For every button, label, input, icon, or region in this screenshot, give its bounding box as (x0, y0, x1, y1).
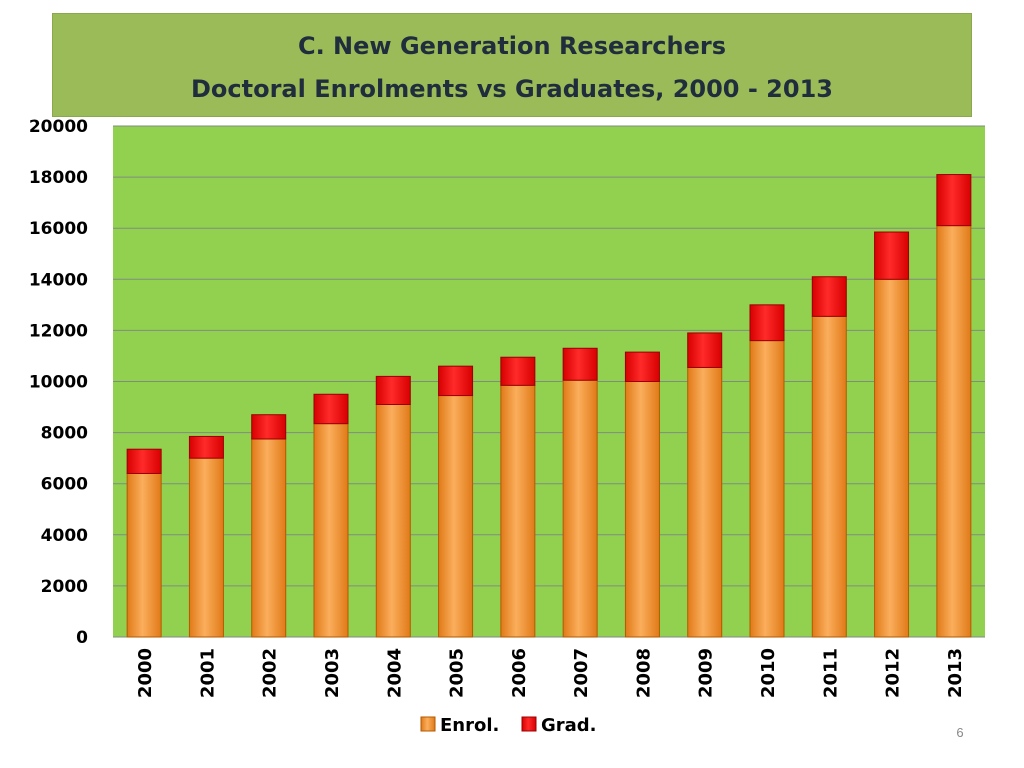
bar-grad (500, 356, 536, 386)
x-tick-label: 2005 (447, 648, 468, 698)
bar-grad (874, 231, 910, 280)
y-tick-label: 14000 (29, 270, 88, 290)
bar-grad (687, 332, 723, 368)
bar-enrol (874, 278, 910, 638)
bar-grad (438, 365, 474, 397)
y-tick-label: 8000 (41, 424, 88, 444)
x-tick-label: 2008 (633, 648, 654, 698)
x-tick-label: 2003 (322, 648, 343, 698)
chart-title-line-1: C. New Generation Researchers (297, 32, 727, 60)
x-tick-label: 2002 (260, 648, 281, 698)
x-tick-label: 2009 (696, 648, 717, 698)
bar-grad (562, 347, 598, 381)
bar-grad (749, 304, 785, 342)
page-number: 6 (956, 725, 964, 740)
bar-enrol (126, 472, 162, 638)
y-tick-label: 12000 (29, 321, 88, 341)
bar-grad (126, 448, 162, 474)
bar-enrol (500, 384, 536, 638)
y-tick-label: 16000 (29, 219, 88, 239)
bar-grad (936, 174, 972, 227)
x-tick-label: 2010 (758, 648, 779, 698)
y-tick-label: 2000 (41, 577, 88, 597)
y-tick-label: 0 (76, 628, 88, 648)
legend-swatch-enrol (420, 716, 436, 732)
y-tick-label: 20000 (29, 117, 88, 137)
bar-grad (811, 276, 847, 317)
y-tick-label: 4000 (41, 526, 88, 546)
bar-grad (624, 351, 660, 382)
x-tick-label: 2000 (135, 648, 156, 698)
bar-enrol (188, 457, 224, 638)
legend-swatch-grad (521, 716, 537, 732)
bar-enrol (562, 379, 598, 638)
x-tick-label: 2006 (509, 648, 530, 698)
bar-enrol (811, 315, 847, 638)
x-tick-label: 2007 (571, 648, 592, 698)
bar-enrol (375, 403, 411, 638)
legend-label-grad: Grad. (541, 715, 597, 736)
bar-grad (375, 375, 411, 405)
legend-label-enrol: Enrol. (440, 715, 499, 736)
y-tick-label: 18000 (29, 168, 88, 188)
bar-enrol (749, 340, 785, 638)
chart-title-line-2: Doctoral Enrolments vs Graduates, 2000 -… (191, 75, 833, 103)
y-tick-label: 10000 (29, 373, 88, 393)
bar-grad (251, 414, 287, 440)
bar-enrol (438, 395, 474, 638)
bar-grad (188, 435, 224, 459)
x-tick-label: 2013 (945, 648, 966, 698)
x-tick-label: 2001 (197, 648, 218, 698)
title-banner: C. New Generation Researchers Doctoral E… (52, 13, 972, 117)
x-tick-label: 2012 (883, 648, 904, 698)
bar-enrol (936, 225, 972, 638)
x-tick-label: 2011 (820, 648, 841, 698)
x-tick-label: 2004 (384, 648, 405, 698)
bar-enrol (624, 381, 660, 638)
y-tick-label: 6000 (41, 475, 88, 495)
bar-enrol (251, 438, 287, 638)
bar-enrol (687, 366, 723, 638)
bar-grad (313, 393, 349, 425)
bar-enrol (313, 423, 349, 638)
